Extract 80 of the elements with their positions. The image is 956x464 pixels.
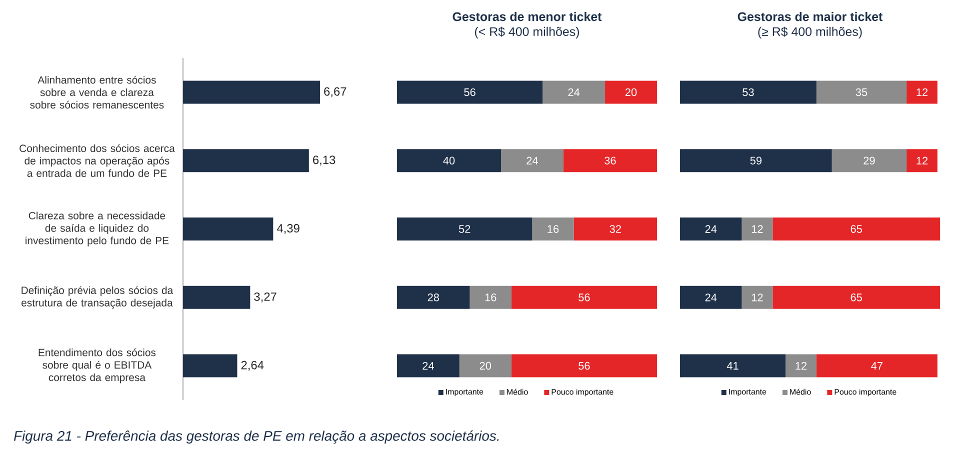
bar — [742, 286, 773, 309]
y-tick-label: Entendimento dos sócios sobre qual é o EBITDA corretos da empresa — [38, 348, 156, 384]
bar — [832, 149, 907, 172]
data-label: 29 — [864, 156, 875, 164]
bar — [906, 149, 938, 172]
data-label: 6,67 — [324, 87, 346, 98]
bar — [680, 149, 832, 172]
bar — [397, 80, 543, 104]
bar — [511, 354, 658, 378]
bar — [532, 218, 574, 240]
bar — [397, 286, 470, 309]
bar — [511, 286, 658, 309]
bar — [772, 286, 940, 309]
data-label: 40 — [443, 156, 455, 164]
data-label: 32 — [610, 225, 621, 233]
chart-title: Gestoras de maior ticket — [738, 12, 883, 22]
bar — [183, 80, 320, 104]
chart-title: Gestoras de menor ticket — [452, 12, 602, 22]
bar — [772, 218, 940, 240]
data-label: 6,13 — [313, 156, 336, 166]
data-label: 20 — [625, 88, 637, 96]
bar — [786, 354, 816, 378]
bar — [563, 149, 658, 172]
data-label: 28 — [428, 294, 440, 302]
data-label: 56 — [464, 88, 476, 96]
bar — [470, 286, 512, 309]
y-tick-label: Alinhamento entre sócios sobre a venda e clareza sobre sócios remanescentes — [30, 76, 164, 109]
data-label: 24 — [526, 156, 538, 164]
y-tick-label: Definição prévia pelos sócios da estrutura de transação desejada — [22, 286, 174, 309]
bar — [816, 354, 938, 378]
bar — [183, 354, 238, 378]
data-label: 59 — [750, 156, 762, 164]
data-label: 20 — [480, 362, 492, 370]
data-label: 12 — [752, 294, 763, 302]
data-label: 16 — [548, 225, 559, 233]
data-label: 24 — [568, 88, 580, 96]
chart-subtitle: (< R$ 400 milhões) — [474, 26, 579, 38]
data-label: 65 — [850, 294, 862, 302]
bar — [542, 80, 606, 104]
data-label: 36 — [604, 156, 616, 164]
data-label: 35 — [856, 88, 868, 96]
y-tick-label: Clareza sobre a necessidade de saída e liquidez do investimento pelo fundo de PE — [26, 212, 169, 246]
data-label: 2,64 — [241, 360, 264, 371]
bar — [906, 80, 938, 104]
data-label: 56 — [578, 362, 590, 370]
bar — [183, 149, 309, 172]
data-label: 52 — [458, 225, 470, 233]
data-label: 4,39 — [276, 224, 300, 234]
bar — [183, 286, 250, 309]
bar — [680, 80, 816, 104]
chart-subtitle: (≥ R$ 400 milhões) — [758, 26, 862, 38]
bar — [816, 80, 907, 104]
text: Figura 21 - Preferência das gestoras de PE em relação a aspectos societários. — [14, 430, 499, 444]
data-label: 3,27 — [254, 292, 276, 302]
y-tick-label: Conhecimento dos sócios acerca de impactos na operação após a entrada de um fundo de PE — [20, 144, 175, 177]
data-label: 12 — [916, 88, 928, 96]
bar — [680, 286, 742, 309]
bar — [680, 218, 742, 240]
bar — [742, 218, 773, 240]
data-label: 41 — [726, 362, 738, 370]
bar — [605, 80, 658, 104]
data-label: 24 — [422, 362, 434, 370]
data-label: 16 — [485, 294, 496, 302]
data-label: 24 — [705, 294, 717, 302]
bar — [680, 354, 786, 378]
data-label: 65 — [850, 225, 862, 233]
data-label: 12 — [752, 225, 763, 233]
bar — [397, 149, 502, 172]
bar — [501, 149, 564, 172]
data-label: 12 — [796, 362, 807, 370]
data-label: 53 — [742, 88, 754, 96]
data-label: 12 — [916, 156, 928, 164]
data-label: 56 — [578, 294, 590, 302]
data-label: 24 — [705, 225, 717, 233]
data-label: 47 — [871, 362, 882, 370]
bar — [183, 218, 274, 240]
bar — [574, 218, 658, 240]
bar — [459, 354, 512, 378]
bar — [397, 354, 460, 378]
bar — [397, 218, 532, 240]
